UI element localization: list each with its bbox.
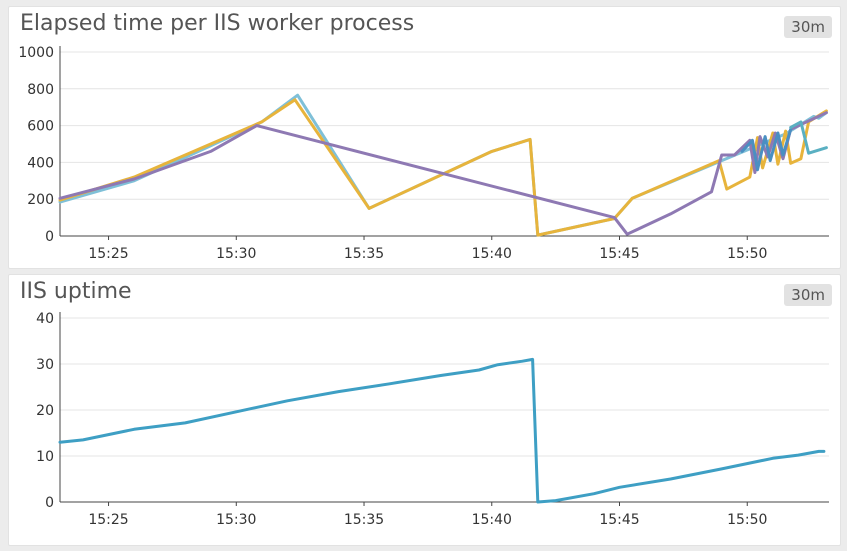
- panel-title: IIS uptime: [20, 279, 132, 304]
- x-tick-label: 15:40: [472, 512, 512, 528]
- series-line-5: [789, 120, 828, 155]
- series-line-2: [58, 98, 828, 237]
- series-line-3: [58, 111, 828, 236]
- panel-title: Elapsed time per IIS worker process: [20, 11, 415, 36]
- y-tick-label: 200: [27, 192, 54, 208]
- elapsed-time-panel: Elapsed time per IIS worker process 30m …: [8, 6, 841, 269]
- y-tick-label: 20: [36, 403, 54, 419]
- x-tick-label: 15:40: [472, 246, 512, 262]
- time-range-badge[interactable]: 30m: [784, 284, 832, 306]
- series-line-4: [740, 127, 793, 172]
- y-tick-label: 1000: [18, 45, 54, 61]
- series-line-1: [58, 357, 826, 504]
- time-range-badge[interactable]: 30m: [784, 16, 832, 38]
- y-tick-label: 0: [45, 495, 54, 511]
- elapsed-time-chart: 0 200 400 600 800 1000 15:25 15:30 15:35 15:40 15:…: [18, 45, 829, 262]
- y-tick-label: 400: [27, 155, 54, 171]
- x-tick-label: 15:45: [599, 246, 639, 262]
- x-tick-label: 15:35: [344, 246, 384, 262]
- x-tick-label: 15:50: [727, 246, 767, 262]
- y-tick-label: 600: [27, 119, 54, 135]
- x-tick-label: 15:30: [216, 246, 256, 262]
- x-tick-label: 15:35: [344, 512, 384, 528]
- x-tick-label: 15:25: [88, 246, 128, 262]
- x-tick-label: 15:45: [599, 512, 639, 528]
- y-tick-label: 40: [36, 311, 54, 327]
- y-tick-label: 30: [36, 357, 54, 373]
- x-tick-label: 15:50: [727, 512, 767, 528]
- y-tick-label: 800: [27, 82, 54, 98]
- x-tick-label: 15:30: [216, 512, 256, 528]
- y-tick-label: 10: [36, 449, 54, 465]
- x-tick-label: 15:25: [88, 512, 128, 528]
- uptime-chart: 0 10 20 30 40 15:25 15:30 15:35 15:40 15:45 15:50: [36, 311, 829, 528]
- uptime-panel: IIS uptime 30m 0 10 20 30 40 15:25 15:30 15:35 1…: [8, 274, 841, 546]
- y-tick-label: 0: [45, 229, 54, 245]
